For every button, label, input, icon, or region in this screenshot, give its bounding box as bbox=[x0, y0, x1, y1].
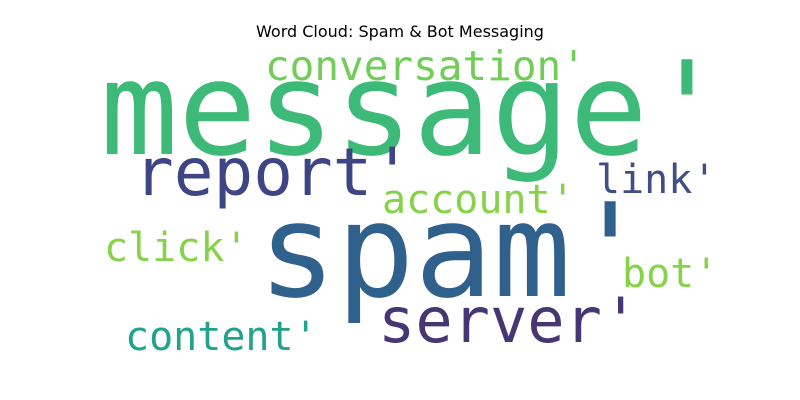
word-account: account' bbox=[382, 177, 575, 223]
word-bot: bot' bbox=[622, 251, 719, 297]
word-spam: spam' bbox=[258, 175, 650, 327]
chart-title: Word Cloud: Spam & Bot Messaging bbox=[256, 22, 544, 41]
word-report: report' bbox=[134, 134, 413, 211]
word-link: link' bbox=[596, 157, 717, 203]
word-server: server' bbox=[378, 284, 640, 357]
word-content: content' bbox=[125, 314, 318, 360]
word-conversation: conversation' bbox=[265, 42, 586, 90]
word-click: click' bbox=[104, 225, 249, 271]
word-message: message' bbox=[100, 33, 727, 185]
